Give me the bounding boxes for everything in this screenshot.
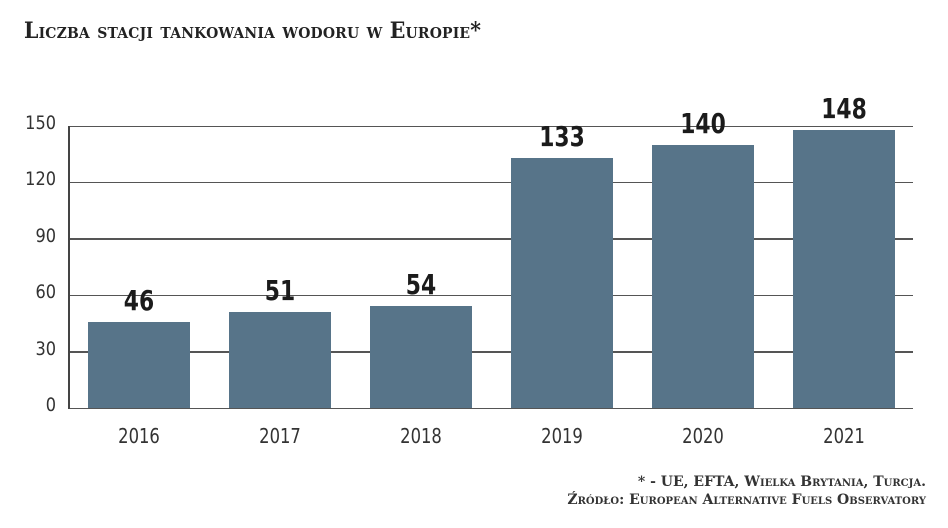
chart-title: Liczba stacji tankowania wodoru w Europi… — [24, 18, 482, 44]
x-tick-label: 2017 — [259, 424, 301, 448]
bar-2019 — [511, 157, 613, 408]
gridline — [68, 294, 913, 297]
y-tick-label: 30 — [35, 337, 56, 360]
bar-value-label: 140 — [680, 106, 726, 140]
bar-value-label: 54 — [405, 268, 437, 302]
y-tick-label: 60 — [35, 281, 56, 304]
bar-value-label: 46 — [123, 283, 155, 317]
bar-2020 — [652, 144, 754, 408]
x-tick-label: 2021 — [823, 424, 865, 448]
bar-value-label: 133 — [539, 119, 585, 153]
x-tick-label: 2018 — [400, 424, 442, 448]
bar-2018 — [370, 306, 472, 408]
bar-value-label: 51 — [264, 274, 296, 308]
bar-value-label: 148 — [821, 91, 867, 125]
gridline — [68, 238, 913, 240]
bar-2017 — [229, 312, 331, 408]
y-tick-label: 120 — [25, 168, 56, 191]
gridline — [68, 181, 913, 184]
x-tick-label: 2020 — [682, 424, 724, 448]
gridline — [68, 125, 913, 127]
y-tick-label: 150 — [25, 112, 56, 134]
y-axis-line — [68, 126, 70, 409]
bar-2021 — [793, 129, 895, 408]
x-tick-label: 2019 — [541, 424, 583, 448]
source-note: Źródło: European Alternative Fuels Obser… — [567, 492, 926, 508]
x-tick-label: 2016 — [118, 424, 160, 448]
bar-2016 — [88, 321, 190, 408]
y-tick-label: 0 — [45, 394, 56, 416]
footnote: * - UE, EFTA, Wielka Brytania, Turcja. — [637, 474, 926, 490]
gridline — [68, 407, 913, 409]
y-tick-label: 90 — [35, 224, 56, 247]
gridline — [68, 351, 913, 353]
